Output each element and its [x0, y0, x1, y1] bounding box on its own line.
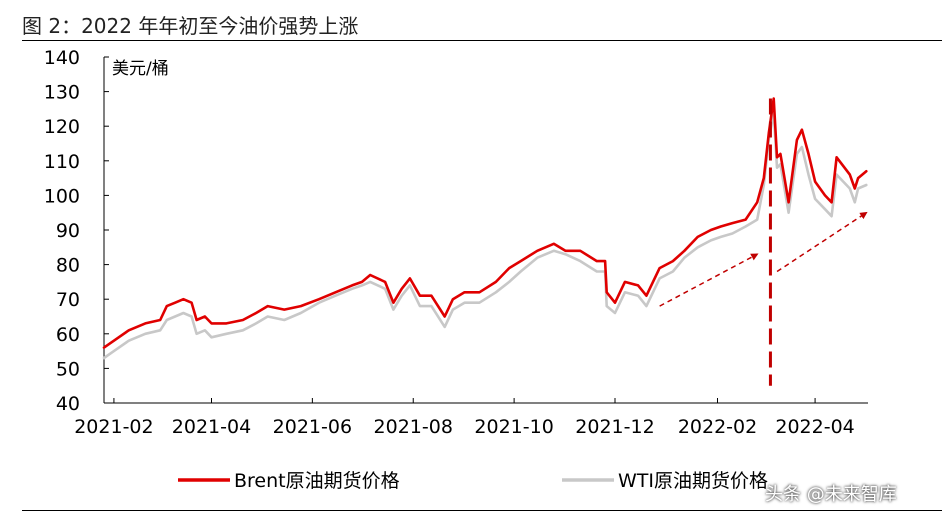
x-tick-label: 2021-06 — [273, 416, 352, 438]
y-tick-label: 110 — [44, 151, 80, 173]
figure-title: 图 2：2022 年年初至今油价强势上涨 — [22, 14, 359, 38]
x-tick-label: 2022-02 — [678, 416, 757, 438]
x-tick-label: 2021-04 — [172, 416, 251, 438]
legend-label: WTI原油期货价格 — [618, 470, 768, 492]
y-tick-label: 70 — [56, 289, 80, 311]
annotation-layer — [659, 98, 868, 386]
x-tick-label: 2021-10 — [474, 416, 553, 438]
x-tick-label: 2022-04 — [775, 416, 854, 438]
x-tick-label: 2021-02 — [74, 416, 153, 438]
legend: Brent原油期货价格 WTI原油期货价格 — [178, 470, 768, 492]
y-tick-label: 60 — [56, 324, 80, 346]
series-layer — [102, 97, 868, 360]
x-tick-label: 2021-12 — [575, 416, 654, 438]
y-axis-unit-label: 美元/桶 — [112, 59, 169, 79]
y-tick-label: 100 — [44, 185, 80, 207]
trend-arrow — [659, 253, 759, 307]
series-line — [102, 97, 868, 349]
title-rule — [22, 40, 942, 41]
y-tick-label: 90 — [56, 220, 80, 242]
y-tick-label: 40 — [56, 393, 80, 415]
y-tick-label: 130 — [44, 82, 80, 104]
axes: 40 50 60 70 80 90 100 110 120 130 140 美元/桶 2021-02 20… — [44, 47, 868, 438]
y-tick-label: 120 — [44, 116, 80, 138]
x-tick-label: 2021-08 — [374, 416, 453, 438]
watermark: 头条 @未来智库 — [765, 484, 897, 505]
trend-arrow — [776, 211, 868, 273]
y-tick-label: 50 — [56, 358, 80, 380]
y-tick-label: 80 — [56, 255, 80, 277]
legend-label: Brent原油期货价格 — [234, 470, 400, 492]
y-tick-label: 140 — [44, 47, 80, 69]
series-line — [102, 111, 868, 360]
bottom-rule — [22, 510, 942, 511]
